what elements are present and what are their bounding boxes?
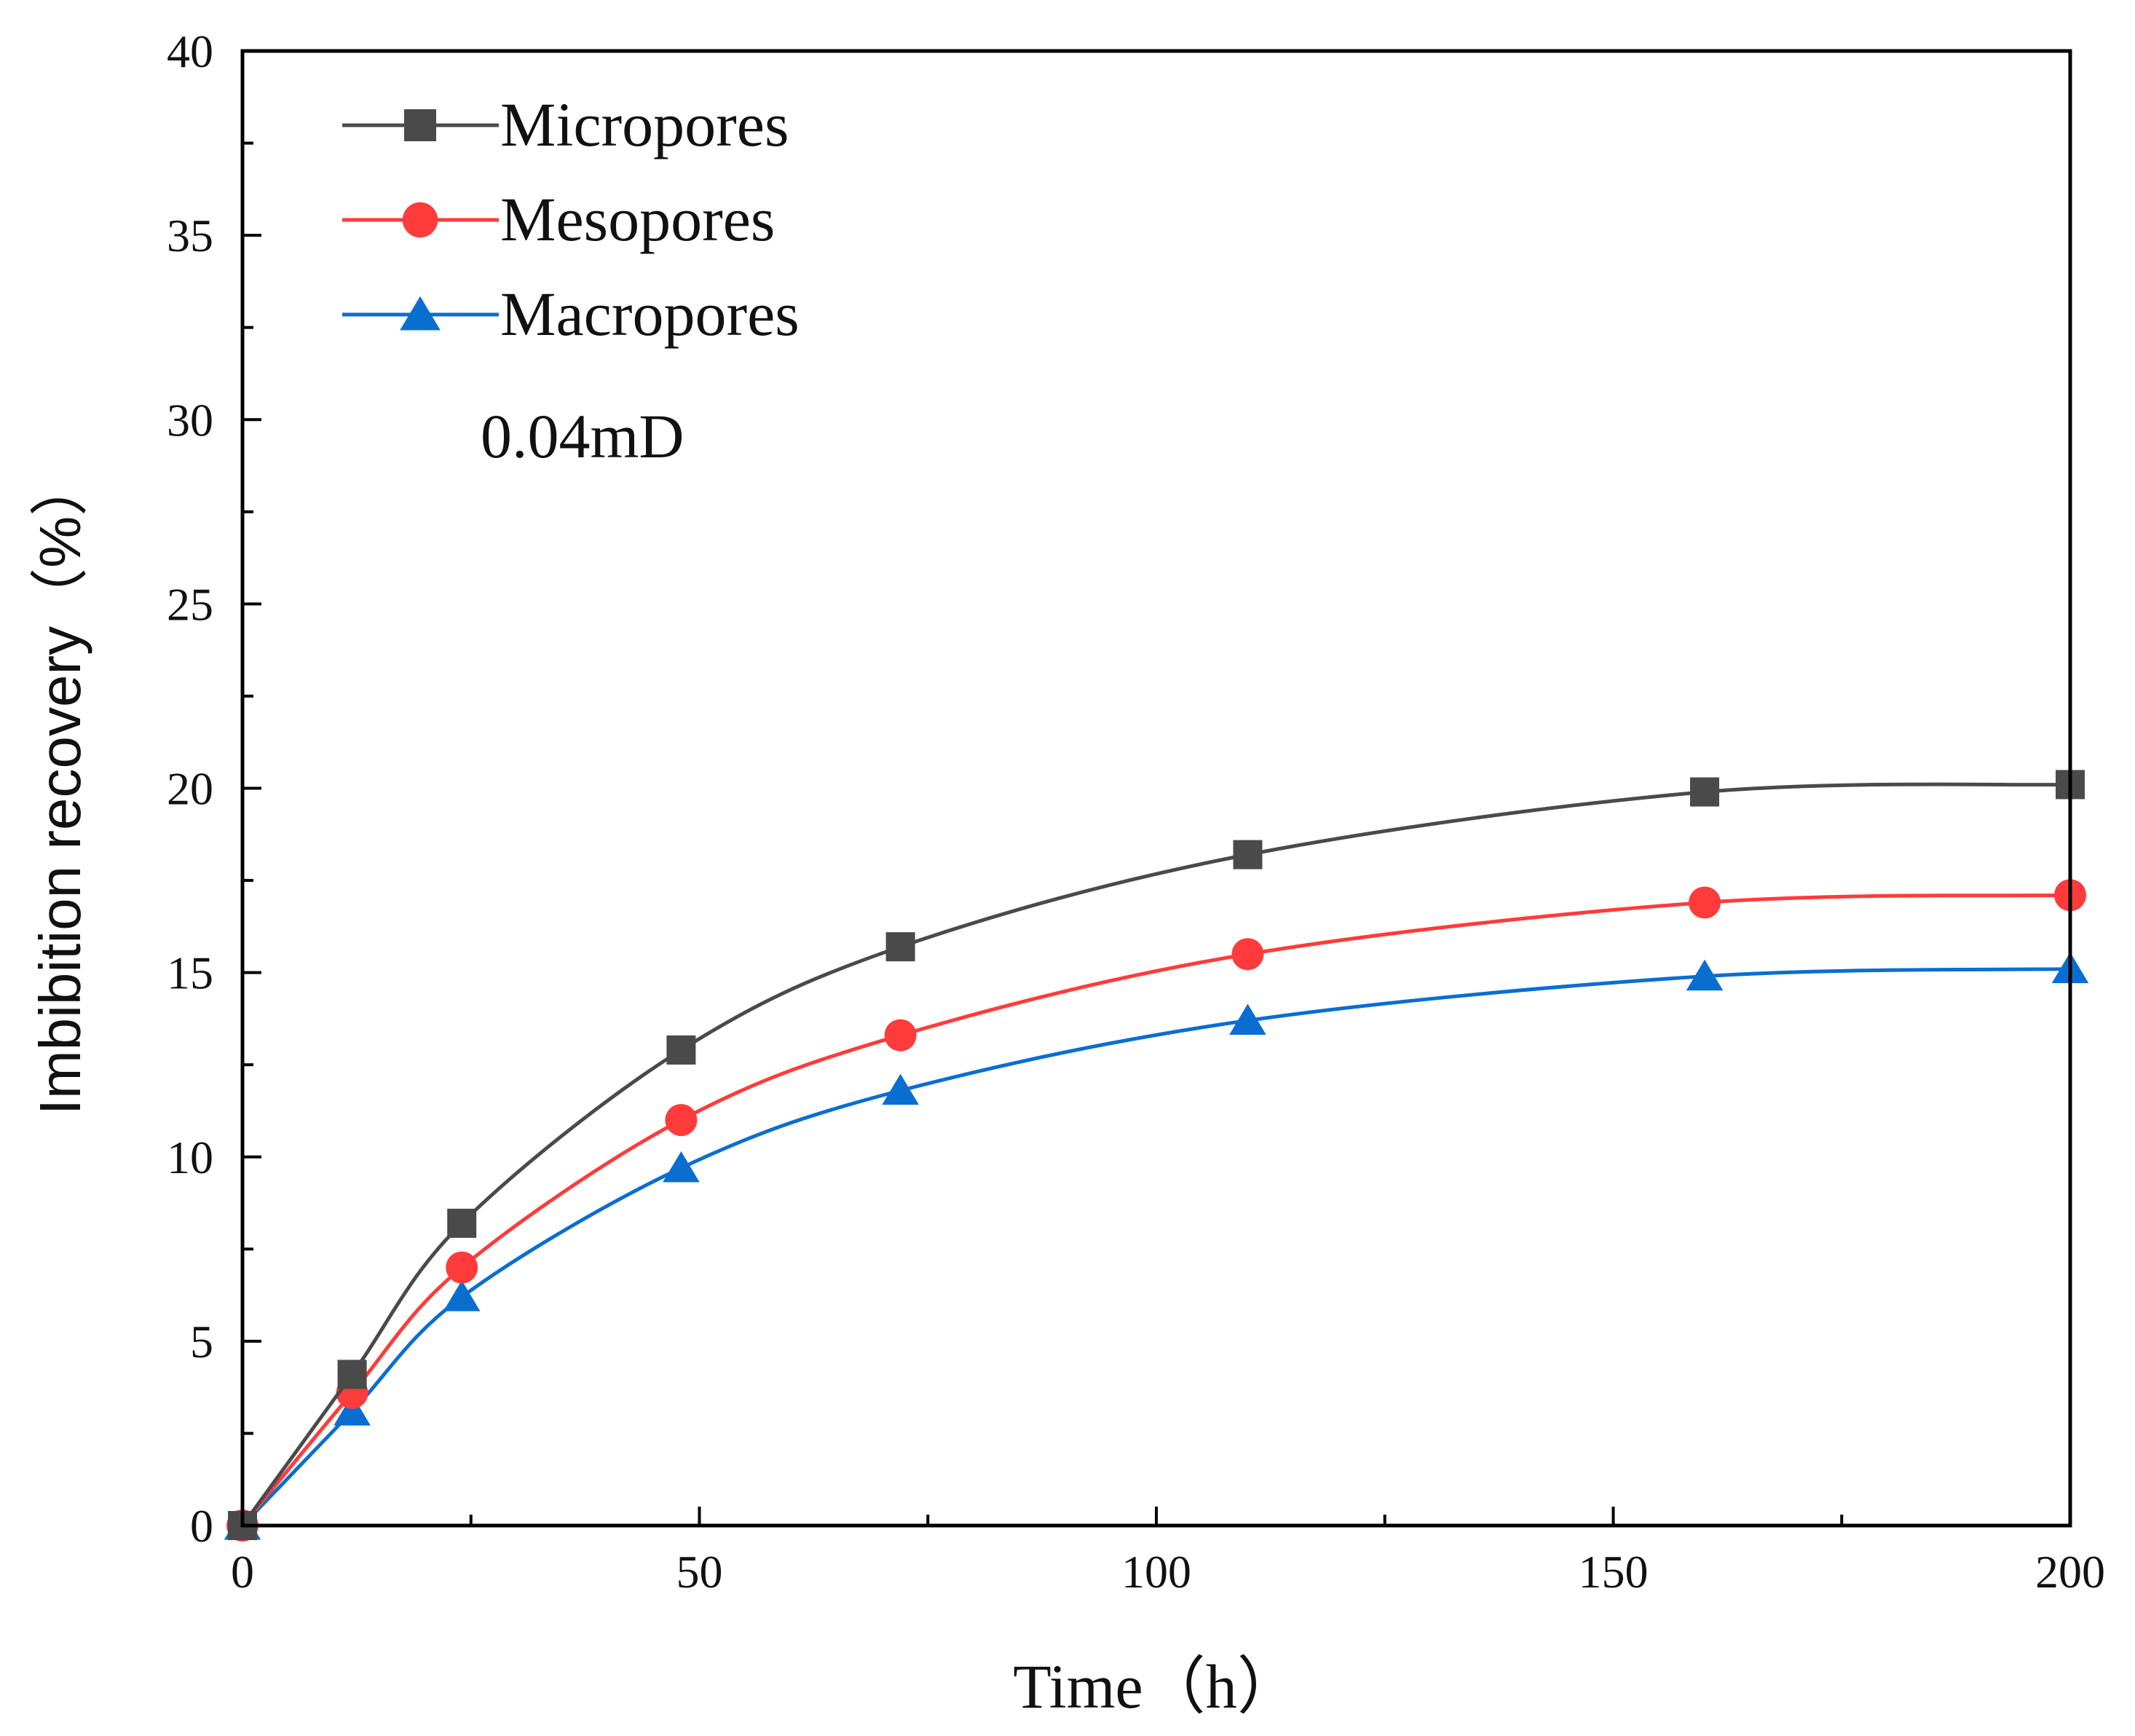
x-tick-label: 200 xyxy=(2035,1546,2105,1598)
legend-item-mesopores: Mesopores xyxy=(342,184,775,254)
data-point-macropores xyxy=(663,1151,700,1183)
data-point-macropores xyxy=(1229,1003,1266,1035)
legend-item-macropores: Macropores xyxy=(342,279,800,349)
y-tick-label: 15 xyxy=(167,947,213,999)
x-tick-label: 0 xyxy=(231,1546,254,1598)
data-point-micropores xyxy=(666,1035,696,1065)
y-tick-label: 30 xyxy=(167,394,213,446)
data-point-mesopores xyxy=(884,1019,917,1052)
legend-label-micropores: Micropores xyxy=(500,90,789,159)
y-tick-label: 0 xyxy=(190,1500,213,1552)
data-point-mesopores xyxy=(1689,886,1721,919)
x-tick-label: 50 xyxy=(676,1546,723,1598)
y-tick-label: 35 xyxy=(167,210,213,261)
legend: Micropores Mesopores Macropores xyxy=(342,90,800,349)
annotation-permeability: 0.04mD xyxy=(481,401,684,471)
series-layer xyxy=(224,770,2089,1542)
data-point-macropores xyxy=(1686,959,1724,991)
data-point-micropores xyxy=(1233,840,1263,869)
data-point-mesopores xyxy=(665,1104,698,1137)
y-tick-label: 20 xyxy=(167,763,213,815)
series-line-macropores xyxy=(241,967,2071,1527)
series-line-micropores xyxy=(240,782,2071,1527)
y-axis-title: Imbibition recovery（%） xyxy=(28,458,92,1116)
legend-label-macropores: Macropores xyxy=(500,279,800,349)
data-point-macropores xyxy=(443,1280,481,1311)
series-line-mesopores xyxy=(241,893,2071,1527)
y-tick-label: 25 xyxy=(167,578,213,630)
legend-label-mesopores: Mesopores xyxy=(500,184,775,254)
series-mesopores xyxy=(226,879,2086,1542)
data-point-micropores xyxy=(447,1208,477,1238)
data-point-mesopores xyxy=(1231,938,1264,971)
legend-marker-macropores xyxy=(400,296,441,331)
x-axis-title: Time（h） xyxy=(1013,1652,1299,1721)
y-tick-label: 10 xyxy=(167,1132,213,1183)
x-tick-label: 100 xyxy=(1121,1546,1191,1598)
y-tick-label: 5 xyxy=(190,1316,213,1368)
data-point-micropores xyxy=(337,1360,367,1389)
series-micropores xyxy=(228,770,2085,1540)
ticks-layer: 0 50 100 150 200 0 5 10 15 20 25 30 35 40 xyxy=(167,25,2105,1598)
data-point-macropores xyxy=(882,1073,919,1105)
data-point-mesopores xyxy=(446,1251,478,1284)
x-tick-label: 150 xyxy=(1579,1546,1649,1598)
series-macropores xyxy=(224,952,2089,1540)
legend-marker-micropores xyxy=(404,109,436,141)
y-tick-label: 40 xyxy=(167,25,213,77)
data-point-micropores xyxy=(885,932,915,962)
legend-marker-mesopores xyxy=(402,202,438,238)
legend-item-micropores: Micropores xyxy=(342,90,789,159)
data-point-macropores xyxy=(334,1394,371,1426)
data-point-micropores xyxy=(1690,777,1719,807)
